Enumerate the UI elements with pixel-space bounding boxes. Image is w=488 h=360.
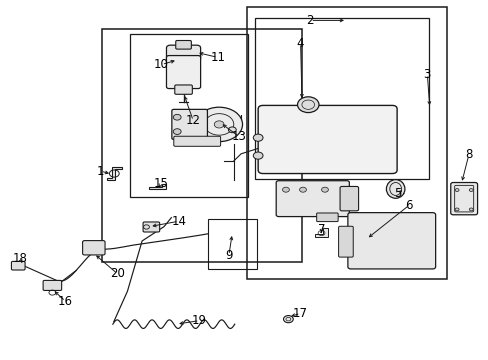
Circle shape	[321, 187, 328, 192]
Circle shape	[282, 187, 289, 192]
FancyBboxPatch shape	[175, 41, 191, 49]
FancyBboxPatch shape	[173, 136, 220, 146]
Text: 1: 1	[97, 165, 104, 177]
FancyBboxPatch shape	[174, 85, 192, 94]
Text: 4: 4	[296, 36, 304, 50]
Polygon shape	[107, 167, 122, 180]
Text: 20: 20	[110, 267, 125, 280]
Bar	[130, 34, 248, 197]
Circle shape	[214, 121, 224, 128]
Text: 19: 19	[192, 314, 207, 327]
Circle shape	[228, 127, 236, 133]
FancyBboxPatch shape	[171, 109, 207, 139]
Circle shape	[468, 189, 472, 192]
Text: 17: 17	[292, 307, 307, 320]
Text: 5: 5	[394, 187, 401, 200]
Polygon shape	[149, 184, 166, 189]
Circle shape	[253, 134, 263, 141]
Polygon shape	[315, 228, 328, 237]
Ellipse shape	[386, 180, 404, 198]
Text: 18: 18	[13, 252, 28, 265]
Text: 7: 7	[317, 223, 325, 236]
FancyBboxPatch shape	[347, 213, 435, 269]
FancyBboxPatch shape	[43, 280, 61, 291]
Text: 15: 15	[153, 177, 168, 190]
Text: 13: 13	[231, 130, 245, 143]
FancyBboxPatch shape	[450, 183, 477, 215]
FancyBboxPatch shape	[258, 105, 396, 174]
Text: 6: 6	[405, 199, 412, 212]
Circle shape	[297, 97, 318, 113]
Bar	[246, 7, 446, 279]
Text: 3: 3	[423, 68, 430, 81]
Circle shape	[173, 114, 181, 120]
Circle shape	[173, 129, 181, 134]
Text: 8: 8	[464, 148, 471, 161]
Text: 9: 9	[224, 249, 232, 262]
FancyBboxPatch shape	[166, 55, 200, 89]
Circle shape	[454, 189, 458, 192]
Bar	[102, 29, 302, 262]
Text: 12: 12	[185, 114, 201, 127]
FancyBboxPatch shape	[166, 45, 200, 61]
FancyBboxPatch shape	[143, 222, 159, 232]
Circle shape	[253, 152, 263, 159]
FancyBboxPatch shape	[82, 240, 105, 255]
Text: 11: 11	[210, 51, 224, 64]
Text: 16: 16	[58, 295, 73, 308]
Circle shape	[195, 107, 242, 141]
FancyBboxPatch shape	[11, 261, 25, 270]
Circle shape	[454, 208, 458, 211]
Bar	[255, 18, 428, 179]
FancyBboxPatch shape	[338, 226, 352, 257]
FancyBboxPatch shape	[339, 186, 358, 211]
FancyBboxPatch shape	[316, 213, 337, 222]
Text: 10: 10	[154, 58, 169, 71]
Bar	[207, 219, 256, 269]
Circle shape	[283, 316, 293, 323]
FancyBboxPatch shape	[276, 181, 348, 217]
Circle shape	[299, 187, 306, 192]
Text: 2: 2	[306, 14, 313, 27]
Text: 14: 14	[171, 215, 186, 228]
Circle shape	[468, 208, 472, 211]
